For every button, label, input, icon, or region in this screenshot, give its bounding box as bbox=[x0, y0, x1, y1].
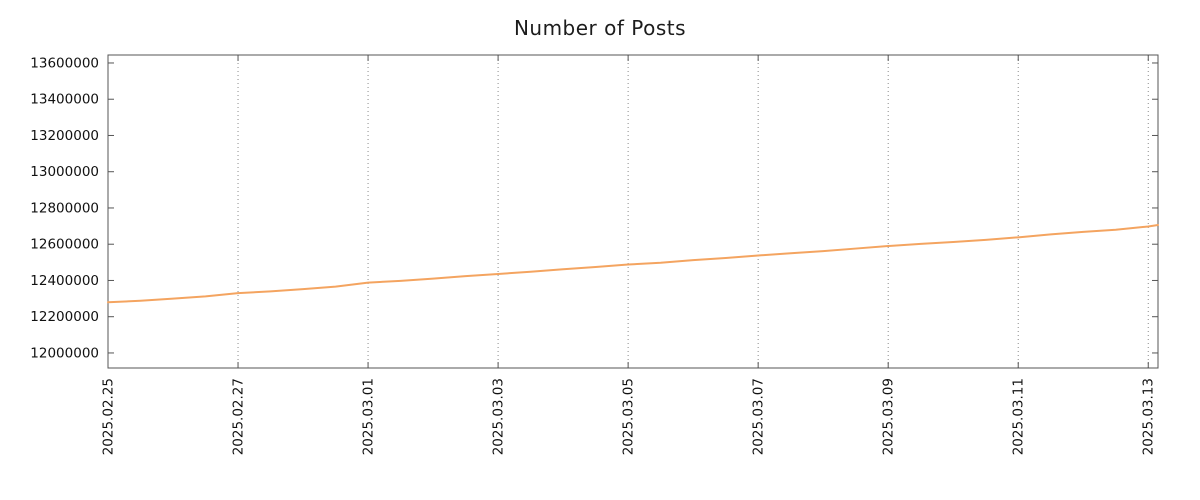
x-tick-label: 2025.02.27 bbox=[231, 378, 247, 455]
x-tick-label: 2025.03.11 bbox=[1011, 378, 1027, 455]
y-axis-tick-labels: 12000000 12200000 12400000 12600000 12800000… bbox=[30, 55, 99, 361]
y-tick-label: 13400000 bbox=[30, 92, 99, 108]
x-tick-label: 2025.03.07 bbox=[751, 378, 767, 455]
y-tick-label: 13600000 bbox=[30, 55, 99, 71]
plot-border bbox=[107, 54, 1159, 369]
y-tick-label: 12400000 bbox=[30, 273, 99, 289]
x-tick-label: 2025.02.25 bbox=[101, 378, 117, 455]
x-tick-label: 2025.03.09 bbox=[881, 378, 897, 455]
y-tick-label: 12800000 bbox=[30, 200, 99, 216]
chart-title: Number of Posts bbox=[513, 16, 687, 40]
y-tick-label: 13000000 bbox=[30, 164, 99, 180]
x-tick-label: 2025.03.01 bbox=[361, 378, 377, 455]
x-axis-tick-labels: 2025.02.25 2025.02.27 2025.03.01 2025.03.03… bbox=[101, 378, 1157, 455]
x-tick-label: 2025.03.13 bbox=[1141, 378, 1157, 455]
posts-series-line bbox=[107, 224, 1159, 304]
vertical-gridlines bbox=[107, 55, 1149, 368]
axis-ticks bbox=[107, 55, 1158, 368]
x-tick-label: 2025.03.03 bbox=[491, 378, 507, 455]
y-tick-label: 12200000 bbox=[30, 309, 99, 325]
x-tick-label: 2025.03.05 bbox=[621, 378, 637, 455]
y-tick-label: 12600000 bbox=[30, 237, 99, 253]
y-tick-label: 13200000 bbox=[30, 128, 99, 144]
y-tick-label: 12000000 bbox=[30, 345, 99, 361]
